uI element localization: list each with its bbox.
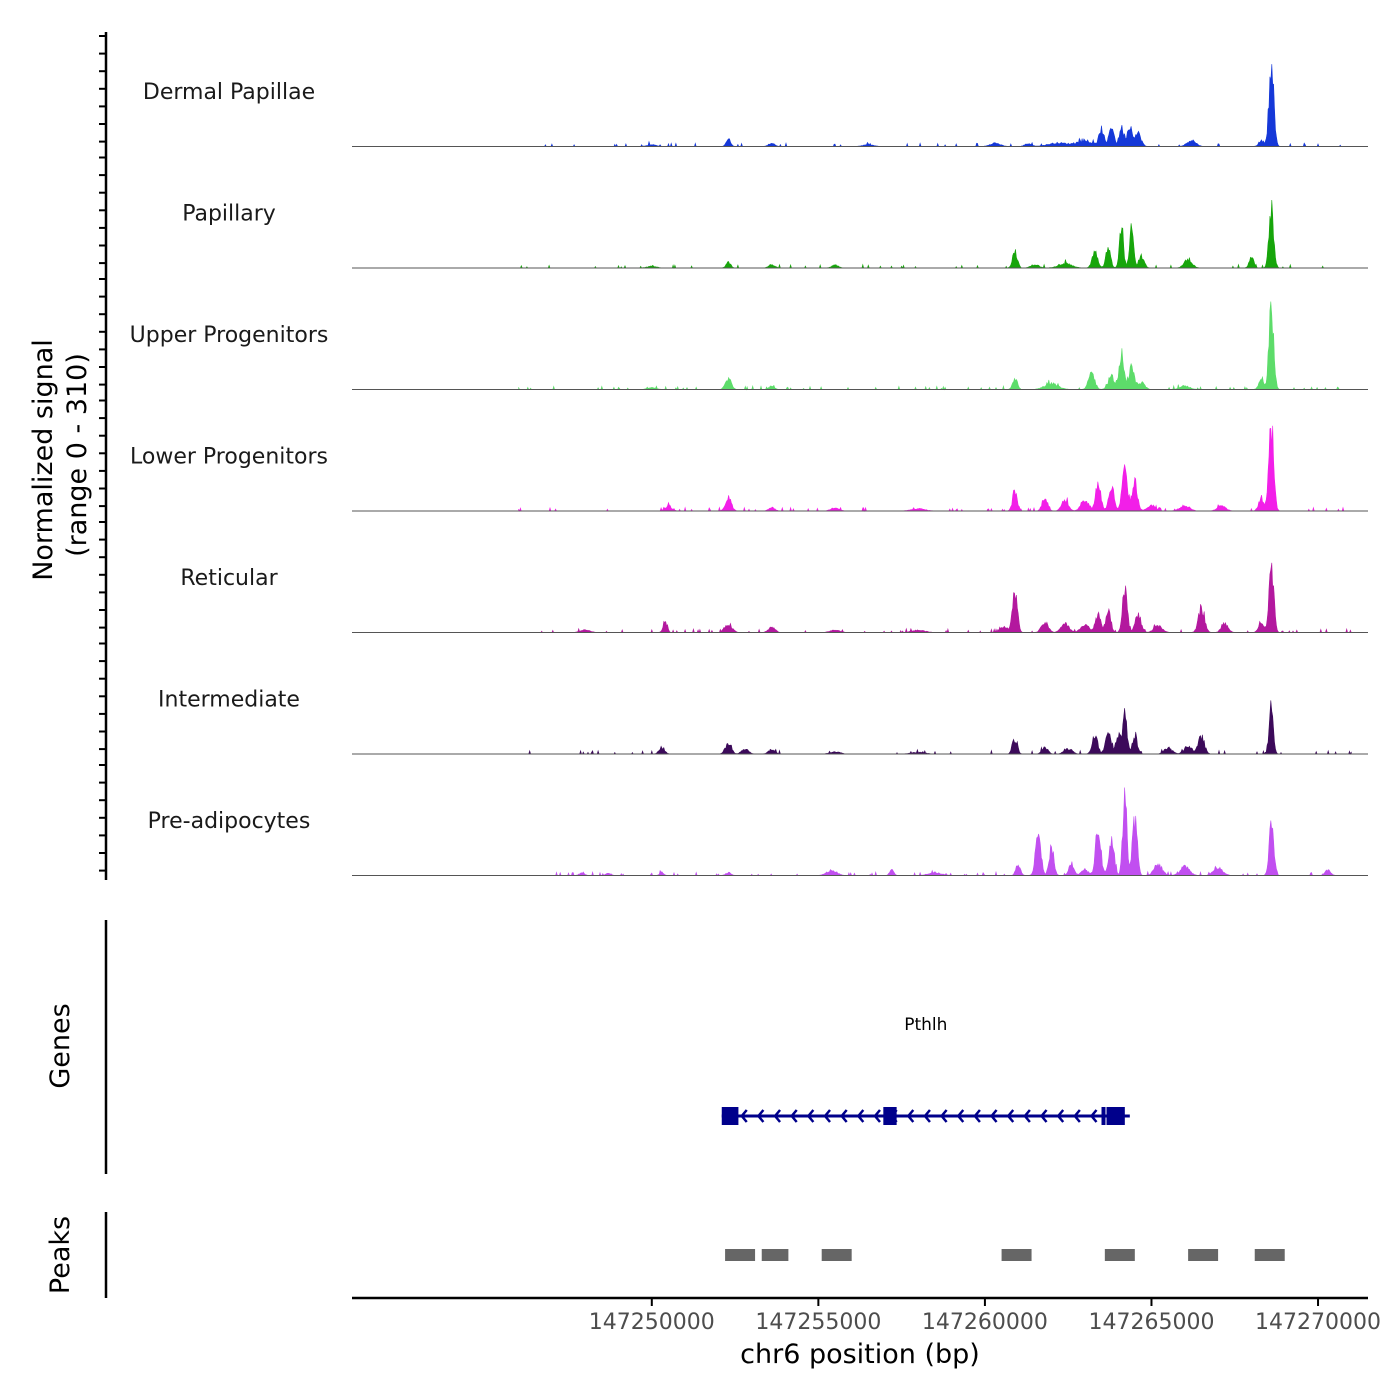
track-papillary: Papillary — [182, 199, 1368, 269]
gene-exon — [883, 1107, 897, 1125]
strand-arrow — [1006, 1109, 1015, 1123]
track-intermediate: Intermediate — [158, 688, 1368, 755]
peak-region — [1254, 1249, 1285, 1261]
coverage-area — [518, 425, 1352, 513]
peak-region — [725, 1249, 756, 1261]
strand-arrow — [956, 1109, 965, 1123]
y-axis-label-line2: (range 0 - 310) — [62, 353, 93, 557]
gene-exon — [1101, 1107, 1106, 1125]
strand-arrow — [1073, 1109, 1081, 1123]
coverage-y-ticks — [99, 32, 108, 880]
strand-arrow — [773, 1109, 782, 1123]
strand-arrow — [1023, 1109, 1031, 1123]
strand-arrow — [840, 1109, 848, 1123]
strand-arrow — [1056, 1109, 1065, 1123]
y-axis-label-line1: Normalized signal — [28, 339, 59, 581]
track-label: Pre-adipocytes — [148, 809, 311, 834]
peaks-panel: Peaks — [45, 1212, 1285, 1298]
track-label: Intermediate — [158, 688, 300, 713]
coverage-area — [518, 64, 1352, 148]
track-label: Dermal Papillae — [143, 80, 315, 105]
strand-arrow — [740, 1109, 748, 1123]
gene-model: Pthlh — [104, 920, 1130, 1174]
strand-arrow — [923, 1109, 931, 1123]
track-upper-progenitors: Upper Progenitors — [130, 301, 1368, 391]
coverage-area — [518, 301, 1352, 391]
coverage-area — [518, 199, 1352, 269]
strand-arrow — [873, 1109, 881, 1123]
strand-arrow — [1039, 1109, 1048, 1123]
coverage-tracks: Dermal Papillae Papillary Upper Progenitor… — [130, 64, 1368, 877]
strand-arrow — [906, 1109, 915, 1123]
strand-arrow — [856, 1109, 865, 1123]
strand-arrow — [1089, 1109, 1098, 1123]
gene-exon — [1106, 1107, 1125, 1125]
coverage-area — [518, 787, 1352, 877]
x-tick-label: 147260000 — [922, 1310, 1048, 1335]
coverage-area — [518, 562, 1352, 634]
strand-arrow — [939, 1109, 948, 1123]
track-label: Upper Progenitors — [130, 323, 329, 348]
peak-region — [761, 1249, 789, 1261]
genes-panel: Genes Pthlh — [45, 920, 1130, 1174]
strand-arrow — [806, 1109, 815, 1123]
strand-arrow — [756, 1109, 765, 1123]
track-lower-progenitors: Lower Progenitors — [130, 425, 1368, 513]
strand-arrow — [790, 1109, 798, 1123]
x-tick-label: 147255000 — [755, 1310, 881, 1335]
peak-regions — [104, 1212, 1285, 1298]
strand-arrow — [823, 1109, 831, 1123]
track-label: Lower Progenitors — [130, 445, 328, 470]
track-reticular: Reticular — [180, 562, 1368, 634]
track-dermal-papillae: Dermal Papillae — [143, 64, 1368, 148]
track-label: Papillary — [182, 202, 276, 227]
x-axis: chr6 position (bp) 147250000 147255000 147… — [352, 1296, 1381, 1370]
x-tick-label: 147265000 — [1088, 1310, 1214, 1335]
coverage-area — [518, 700, 1352, 755]
x-tick-label: 147270000 — [1255, 1310, 1381, 1335]
track-pre-adipocytes: Pre-adipocytes — [148, 787, 1368, 877]
x-tick-label: 147250000 — [589, 1310, 715, 1335]
strand-arrow — [973, 1109, 981, 1123]
peak-region — [821, 1249, 852, 1261]
track-label: Reticular — [180, 566, 278, 591]
peaks-panel-label: Peaks — [45, 1216, 76, 1294]
x-axis-label: chr6 position (bp) — [740, 1339, 980, 1370]
coverage-y-axis: Normalized signal (range 0 - 310) — [28, 32, 108, 880]
gene-exon — [721, 1107, 739, 1125]
gene-name-label: Pthlh — [904, 1015, 947, 1035]
strand-arrow — [989, 1109, 998, 1123]
genes-panel-label: Genes — [45, 1003, 76, 1088]
peak-region — [1001, 1249, 1032, 1261]
peak-region — [1188, 1249, 1219, 1261]
peak-region — [1104, 1249, 1135, 1261]
